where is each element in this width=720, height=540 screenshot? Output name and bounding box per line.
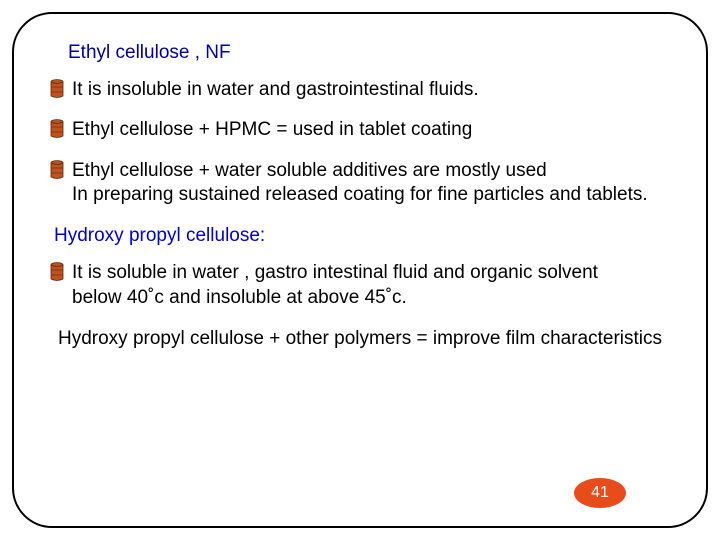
barrel-icon [50,119,64,139]
bullet-text: Ethyl cellulose + water soluble additive… [72,159,648,208]
bullet-item: It is soluble in water , gastro intestin… [50,261,686,310]
slide-frame: Ethyl cellulose , NF It is insoluble in … [12,12,708,528]
bullet-text: It is insoluble in water and gastrointes… [72,78,479,102]
page-number: 41 [591,484,609,502]
bullet-item: Ethyl cellulose + HPMC = used in tablet … [50,118,686,142]
heading-ethyl-cellulose: Ethyl cellulose , NF [68,42,686,64]
barrel-icon [50,160,64,180]
page-number-badge: 41 [574,478,626,508]
bullet-item: Ethyl cellulose + water soluble additive… [50,159,686,208]
barrel-icon [50,79,64,99]
heading-hydroxy-propyl: Hydroxy propyl cellulose: [54,225,686,247]
barrel-icon [50,262,64,282]
bullet-text: It is soluble in water , gastro intestin… [72,261,598,310]
bullet-text: Ethyl cellulose + HPMC = used in tablet … [72,118,472,142]
bullet-item: It is insoluble in water and gastrointes… [50,78,686,102]
plain-line: Hydroxy propyl cellulose + other polymer… [58,328,686,350]
